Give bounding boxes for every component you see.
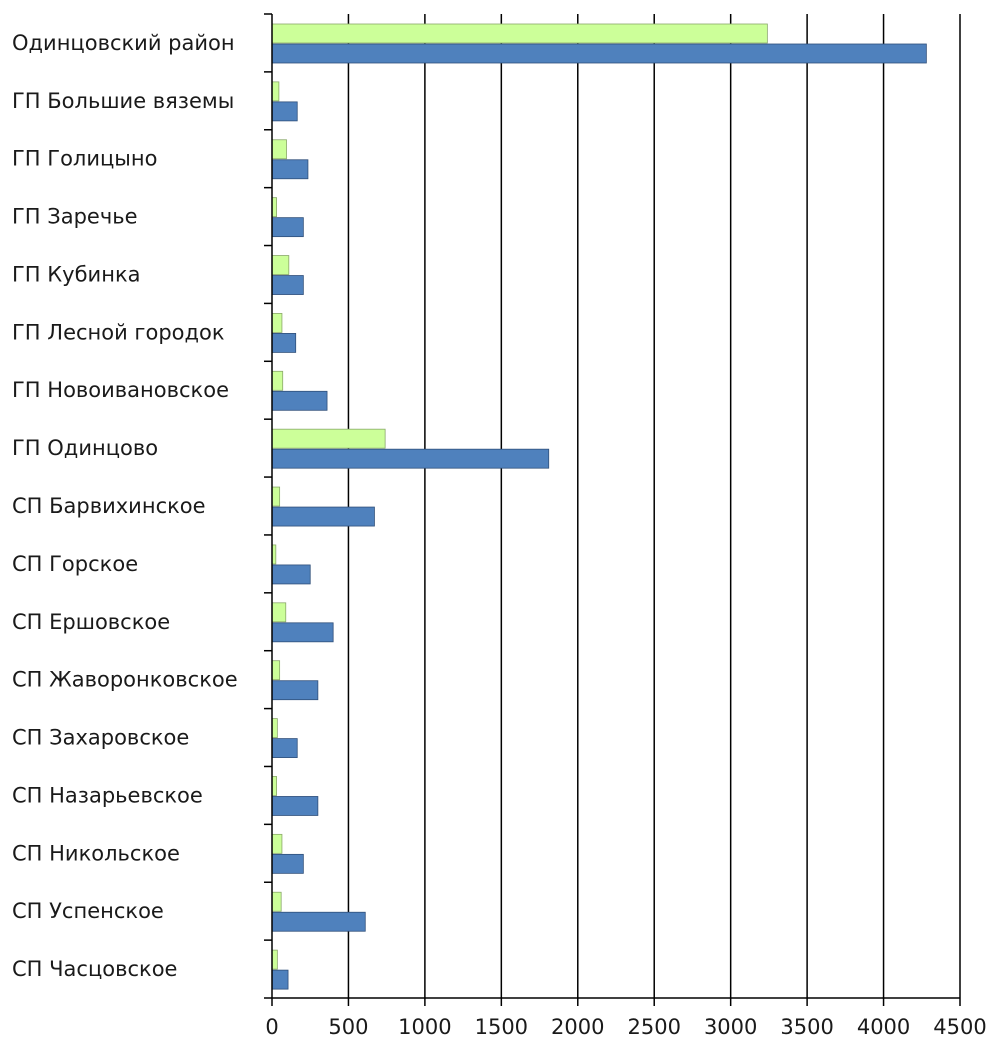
bar-series-2: [271, 43, 927, 64]
bar-series-1: [271, 486, 281, 507]
bar-series-1: [271, 313, 283, 333]
category-label: ГП Кубинка: [12, 262, 141, 286]
category-label: ГП Заречье: [12, 205, 138, 229]
bar-series-2: [271, 101, 298, 122]
tick-labels: 0 500 1000 1500 2000 2500 3000 3500 4000 4500: [265, 1015, 986, 1039]
axes: [264, 13, 961, 1006]
category-label: ГП Лесной городок: [12, 320, 225, 344]
bar-series-1: [271, 23, 768, 44]
category-label: СП Горское: [12, 552, 138, 576]
bar-series-1: [271, 718, 278, 738]
x-tick-label: 1000: [398, 1015, 451, 1039]
bar-series-1: [271, 139, 287, 160]
bar-series-1: [271, 255, 290, 275]
bar-series-2: [271, 159, 309, 180]
category-label: СП Никольское: [12, 841, 180, 865]
bar-series-2: [271, 738, 298, 758]
category-label: СП Часцовское: [12, 957, 177, 981]
x-tick-label: 2500: [627, 1015, 680, 1039]
category-label: СП Назарьевское: [12, 783, 203, 807]
bar-series-2: [271, 564, 311, 585]
x-tick-label: 2000: [551, 1015, 604, 1039]
category-label: СП Захаровское: [12, 726, 189, 750]
category-label: ГП Большие вяземы: [12, 89, 234, 113]
bar-series-1: [271, 660, 281, 681]
x-tick-label: 3000: [704, 1015, 757, 1039]
x-tick-label: 500: [328, 1015, 368, 1039]
bar-series-2: [271, 448, 550, 469]
bar-series-2: [271, 217, 304, 238]
category-label: СП Барвихинское: [12, 494, 206, 518]
grid-lines: [347, 14, 961, 998]
category-label: ГП Новоивановское: [12, 378, 229, 402]
bar-series-2: [271, 506, 375, 527]
bar-series-1: [271, 602, 287, 623]
bar-series-2: [271, 853, 304, 874]
x-tick-label: 4500: [933, 1015, 986, 1039]
bar-series-1: [271, 428, 386, 449]
category-label: СП Жаворонковское: [12, 668, 238, 692]
bar-series-1: [271, 949, 278, 970]
category-label: Одинцовский район: [12, 31, 235, 55]
bar-series-1: [271, 370, 284, 391]
bar-series-2: [271, 680, 319, 701]
x-tick-label: 3500: [780, 1015, 833, 1039]
bar-series-2: [271, 333, 297, 353]
bars: [271, 23, 927, 990]
bar-series-1: [271, 891, 282, 912]
category-label: ГП Одинцово: [12, 436, 158, 460]
x-tick-label: 1500: [475, 1015, 528, 1039]
bar-series-1: [271, 833, 283, 854]
category-label: СП Успенское: [12, 899, 164, 923]
bar-series-2: [271, 622, 334, 643]
x-tick-label: 0: [265, 1015, 278, 1039]
category-label: СП Ершовское: [12, 610, 170, 634]
category-labels: Одинцовский район ГП Большие вяземы ГП Гол…: [12, 31, 238, 981]
bar-series-2: [271, 275, 304, 295]
bar-series-2: [271, 911, 366, 932]
bar-series-2: [271, 390, 328, 411]
x-tick-label: 4000: [857, 1015, 910, 1039]
bar-series-1: [271, 81, 280, 102]
category-label: ГП Голицыно: [12, 147, 157, 171]
bar-series-2: [271, 796, 319, 816]
bar-series-2: [271, 969, 289, 990]
